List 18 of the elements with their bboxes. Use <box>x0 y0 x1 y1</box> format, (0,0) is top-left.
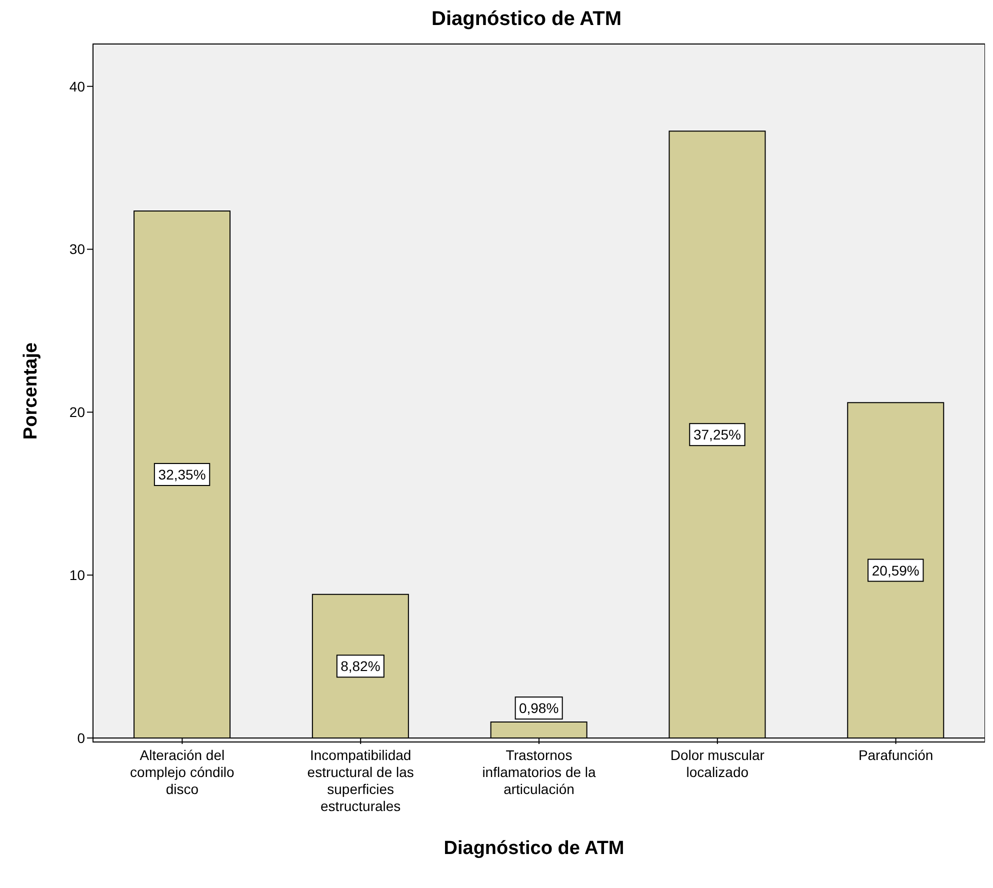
y-tick-label: 10 <box>69 567 86 584</box>
x-tick-label: Parafunción <box>858 747 934 763</box>
y-tick-label: 30 <box>69 241 86 258</box>
x-tick-label: Trastornos inflamatorios de la articulación <box>482 747 596 797</box>
data-label: 0,98% <box>518 700 559 716</box>
data-label: 32,35% <box>158 466 206 482</box>
y-axis-title: Porcentaje <box>20 342 42 440</box>
chart-title: Diagnóstico de ATM <box>430 8 622 32</box>
x-tick-label: Incompatibilidad estructural de las superficies estructurales <box>307 747 414 814</box>
data-label: 37,25% <box>693 426 741 443</box>
data-label: 8,82% <box>340 658 380 674</box>
y-tick-label: 0 <box>77 730 86 746</box>
y-tick-label: 40 <box>69 78 86 94</box>
y-tick-label: 20 <box>69 404 86 420</box>
x-axis-title: Diagnóstico de ATM <box>442 838 626 860</box>
x-tick-label: Dolor muscular localizado <box>670 747 765 780</box>
x-tick-label: Alteración del complejo cóndilo disco <box>130 747 235 797</box>
data-label: 20,59% <box>872 562 920 578</box>
